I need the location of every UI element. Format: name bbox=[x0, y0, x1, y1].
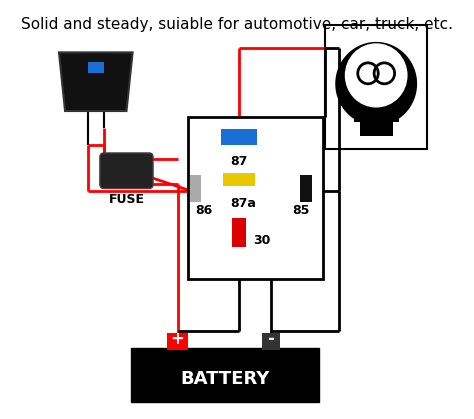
Bar bbox=[130, 348, 319, 402]
Bar bbox=[167, 333, 188, 350]
Text: +: + bbox=[171, 330, 184, 347]
Circle shape bbox=[335, 42, 417, 126]
Text: Solid and steady, suiable for automotive, car, truck, etc.: Solid and steady, suiable for automotive… bbox=[21, 17, 453, 32]
Bar bbox=[190, 175, 201, 202]
Bar bbox=[220, 129, 257, 145]
Circle shape bbox=[346, 44, 407, 107]
Bar bbox=[262, 333, 280, 350]
Bar bbox=[223, 173, 255, 186]
Text: 87: 87 bbox=[230, 155, 248, 168]
FancyBboxPatch shape bbox=[100, 153, 153, 189]
Text: 85: 85 bbox=[292, 204, 309, 217]
Text: -: - bbox=[267, 330, 274, 347]
Text: 30: 30 bbox=[254, 234, 271, 248]
Text: 87a: 87a bbox=[230, 197, 256, 210]
Text: 86: 86 bbox=[196, 204, 213, 217]
Bar bbox=[88, 62, 104, 73]
Text: FUSE: FUSE bbox=[109, 193, 145, 206]
Bar bbox=[354, 111, 399, 122]
Text: BATTERY: BATTERY bbox=[180, 370, 269, 388]
Polygon shape bbox=[59, 52, 133, 111]
Bar bbox=[360, 119, 392, 136]
FancyBboxPatch shape bbox=[188, 117, 323, 279]
Bar bbox=[301, 175, 312, 202]
Bar bbox=[232, 218, 246, 247]
